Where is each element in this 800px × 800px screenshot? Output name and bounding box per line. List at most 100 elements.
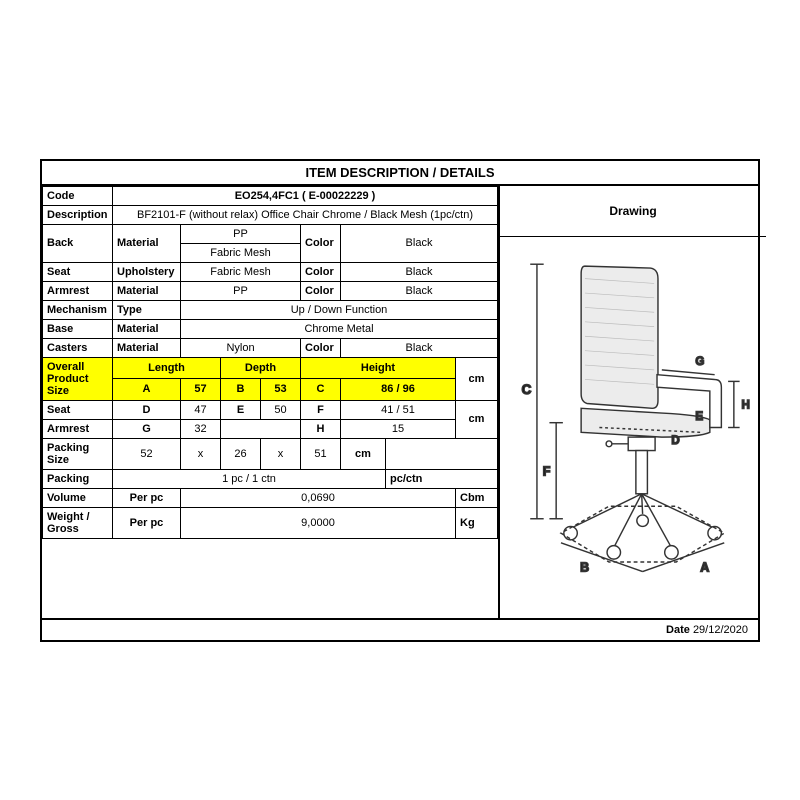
dl-H: H [742, 399, 750, 411]
row-casters: Casters Material Nylon Color Black [43, 338, 498, 357]
date-cell: Date 29/12/2020 [42, 619, 758, 640]
label-mechanism-type: Type [113, 300, 181, 319]
label-length: Length [113, 357, 221, 379]
dl-G: G [695, 356, 704, 368]
seat-upholstery: Fabric Mesh [181, 262, 301, 281]
dim-C: C [301, 379, 341, 401]
label-packing-size: Packing Size [43, 438, 113, 469]
row-weight: Weight / Gross Per pc 9,0000 Kg [43, 507, 498, 538]
row-mechanism: Mechanism Type Up / Down Function [43, 300, 498, 319]
label-back: Back [43, 224, 113, 262]
packing-value: 1 pc / 1 ctn [113, 469, 386, 488]
dim-B: B [221, 379, 261, 401]
dim-D: D [113, 400, 181, 419]
dim-G-val: 32 [181, 419, 221, 438]
label-base-material: Material [113, 319, 181, 338]
sheet-title: ITEM DESCRIPTION / DETAILS [42, 161, 758, 186]
label-casters-color: Color [301, 338, 341, 357]
weight-perpc: Per pc [113, 507, 181, 538]
label-casters-material: Material [113, 338, 181, 357]
dim-B-val: 53 [261, 379, 301, 401]
label-code: Code [43, 186, 113, 205]
label-weight: Weight / Gross [43, 507, 113, 538]
layout: Code EO254,4FC1 ( E-00022229 ) Descripti… [42, 186, 758, 618]
row-armrest: Armrest Material PP Color Black [43, 281, 498, 300]
dim-G: G [113, 419, 181, 438]
back-color: Black [341, 224, 498, 262]
row-dim-header-1: Overall Product Size Length Depth Height… [43, 357, 498, 379]
row-code: Code EO254,4FC1 ( E-00022229 ) [43, 186, 498, 205]
ps-h: 51 [301, 438, 341, 469]
row-dim-seat: Seat D 47 E 50 F 41 / 51 cm [43, 400, 498, 419]
value-code: EO254,4FC1 ( E-00022229 ) [113, 186, 498, 205]
label-back-color: Color [301, 224, 341, 262]
label-armrest-material: Material [113, 281, 181, 300]
label-seat-color: Color [301, 262, 341, 281]
ps-x1: x [181, 438, 221, 469]
label-armrest-color: Color [301, 281, 341, 300]
drawing-title: Drawing [500, 186, 766, 237]
row-description: Description BF2101-F (without relax) Off… [43, 205, 498, 224]
label-description: Description [43, 205, 113, 224]
dim-A: A [113, 379, 181, 401]
row-packing: Packing 1 pc / 1 ctn pc/ctn [43, 469, 498, 488]
ps-x2: x [261, 438, 301, 469]
dim-F-val: 41 / 51 [341, 400, 456, 419]
packing-unit: pc/ctn [386, 469, 498, 488]
casters-color: Black [341, 338, 498, 357]
dim-E-val: 50 [261, 400, 301, 419]
seat-color: Black [341, 262, 498, 281]
casters-material: Nylon [181, 338, 301, 357]
label-date: Date [666, 624, 693, 636]
ps-w: 26 [221, 438, 261, 469]
row-volume: Volume Per pc 0,0690 Cbm [43, 488, 498, 507]
ps-unit: cm [341, 438, 386, 469]
dim-D-val: 47 [181, 400, 221, 419]
value-date: 29/12/2020 [693, 624, 748, 636]
dim-unit-2: cm [456, 400, 498, 438]
dl-B: B [580, 560, 589, 574]
row-back-1: Back Material PP Color Black [43, 224, 498, 243]
volume-perpc: Per pc [113, 488, 181, 507]
armrest-color: Black [341, 281, 498, 300]
back-material-1: PP [181, 224, 301, 243]
dim-C-val: 86 / 96 [341, 379, 456, 401]
label-depth: Depth [221, 357, 301, 379]
spec-table: Code EO254,4FC1 ( E-00022229 ) Descripti… [42, 186, 498, 539]
label-mechanism: Mechanism [43, 300, 113, 319]
row-base: Base Material Chrome Metal [43, 319, 498, 338]
label-dim-seat: Seat [43, 400, 113, 419]
date-table: Date 29/12/2020 [42, 618, 758, 640]
back-material-2: Fabric Mesh [181, 243, 301, 262]
dim-H: H [301, 419, 341, 438]
label-overall-size: Overall Product Size [43, 357, 113, 400]
row-packing-size: Packing Size 52 x 26 x 51 cm [43, 438, 498, 469]
dim-E: E [221, 400, 261, 419]
left-panel: Code EO254,4FC1 ( E-00022229 ) Descripti… [42, 186, 500, 618]
label-back-material: Material [113, 224, 181, 262]
dl-D: D [671, 434, 679, 446]
label-seat: Seat [43, 262, 113, 281]
ps-l: 52 [113, 438, 181, 469]
dim-F: F [301, 400, 341, 419]
mechanism-type: Up / Down Function [181, 300, 498, 319]
chair-drawing: C F [508, 245, 758, 610]
armrest-material: PP [181, 281, 301, 300]
dl-C: C [522, 381, 532, 396]
spec-sheet: ITEM DESCRIPTION / DETAILS Code EO254,4F… [40, 159, 760, 642]
base-material: Chrome Metal [181, 319, 498, 338]
dl-A: A [700, 560, 709, 574]
volume-unit: Cbm [456, 488, 498, 507]
right-panel: Drawing C F [500, 186, 766, 618]
label-base: Base [43, 319, 113, 338]
label-packing: Packing [43, 469, 113, 488]
label-volume: Volume [43, 488, 113, 507]
row-date: Date 29/12/2020 [42, 619, 758, 640]
dim-unit-1: cm [456, 357, 498, 400]
drawing-area: C F [500, 237, 766, 618]
weight-unit: Kg [456, 507, 498, 538]
label-height: Height [301, 357, 456, 379]
row-dim-armrest: Armrest G 32 H 15 [43, 419, 498, 438]
label-armrest: Armrest [43, 281, 113, 300]
row-seat: Seat Upholstery Fabric Mesh Color Black [43, 262, 498, 281]
